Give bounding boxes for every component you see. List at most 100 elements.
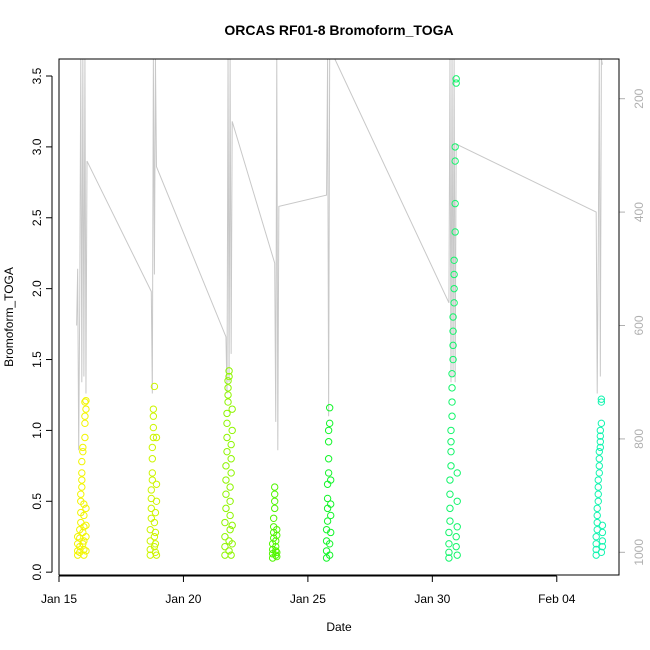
y-tick-label: 3.0 (30, 138, 44, 155)
data-point (82, 396, 90, 405)
data-point (224, 384, 232, 392)
data-point (445, 554, 453, 562)
data-point (447, 426, 455, 435)
right-axis-tick-label: 400 (632, 202, 646, 222)
data-point (226, 483, 234, 491)
data-point (81, 419, 89, 428)
data-point (325, 551, 334, 559)
data-point (447, 462, 455, 470)
data-point (447, 447, 455, 456)
data-point (327, 511, 335, 520)
data-point (273, 552, 281, 561)
data-point (596, 426, 605, 435)
data-point (79, 443, 87, 452)
data-point (228, 521, 236, 530)
data-point (269, 514, 278, 522)
data-point (224, 398, 232, 406)
right-axis-tick-label: 1000 (632, 539, 646, 566)
data-point (223, 409, 231, 418)
data-point (324, 455, 333, 463)
data-point (82, 405, 90, 413)
x-tick-label: Jan 25 (290, 592, 326, 606)
x-tick-label: Jan 15 (41, 592, 77, 606)
data-point (227, 551, 235, 559)
data-point (271, 497, 279, 505)
data-point (221, 518, 229, 527)
data-point (450, 284, 458, 293)
data-point (597, 419, 606, 428)
data-point (152, 433, 161, 442)
data-point (80, 537, 88, 545)
data-point (451, 143, 459, 151)
data-point (228, 405, 236, 413)
scatter-points (73, 75, 607, 562)
data-point (593, 504, 601, 513)
data-point (325, 419, 334, 428)
data-point (222, 490, 230, 498)
data-point (445, 540, 453, 548)
data-point (449, 327, 457, 335)
data-point (595, 455, 603, 463)
data-point (452, 533, 460, 541)
data-point (148, 469, 157, 477)
data-point (453, 523, 461, 531)
data-point (446, 504, 454, 513)
data-point (226, 525, 234, 534)
overlay-line (76, 59, 603, 451)
data-point (327, 500, 335, 508)
data-point (452, 75, 460, 83)
data-point (598, 521, 607, 530)
data-point (81, 398, 89, 406)
data-point (273, 525, 281, 534)
data-point (596, 438, 605, 446)
data-point (597, 398, 606, 406)
data-point (323, 504, 332, 513)
data-point (453, 551, 461, 559)
data-point (324, 469, 333, 477)
data-point (77, 490, 85, 498)
y-tick-label: 2.0 (30, 280, 44, 297)
data-point (223, 419, 231, 428)
data-point (152, 480, 161, 488)
data-point (453, 469, 461, 477)
data-point (81, 433, 89, 442)
x-axis-label: Date (326, 620, 352, 634)
y-tick-label: 1.5 (30, 351, 44, 368)
data-point (324, 426, 333, 435)
data-point (450, 256, 458, 264)
data-point (598, 542, 607, 551)
data-point (149, 423, 158, 432)
data-point (151, 508, 160, 517)
data-point (227, 469, 235, 477)
data-point (323, 494, 332, 503)
right-axis-tick-label: 200 (632, 88, 646, 108)
data-point (272, 547, 280, 555)
axes: 0.0 0.5 1.0 1.5 2.0 2.5 3.0 3.5 Jan 15 Jan 20 Jan … (30, 67, 646, 606)
data-point (78, 469, 86, 477)
data-point (325, 540, 334, 548)
data-point (322, 547, 331, 555)
data-point (226, 497, 234, 505)
data-point (148, 455, 157, 463)
data-point (271, 504, 279, 513)
data-point (449, 341, 457, 350)
data-point (450, 270, 458, 279)
data-point (149, 433, 158, 442)
data-point (592, 533, 600, 541)
data-point (323, 480, 332, 488)
data-point (597, 548, 606, 557)
data-point (448, 398, 456, 406)
data-point (81, 412, 89, 420)
data-point (150, 518, 159, 527)
data-point (596, 443, 605, 452)
data-point (452, 542, 460, 551)
data-point (272, 542, 280, 551)
data-point (445, 548, 453, 557)
data-point (222, 504, 230, 513)
data-point (147, 486, 156, 494)
x-tick-label: Feb 04 (538, 592, 576, 606)
data-point (598, 537, 607, 545)
data-point (273, 531, 281, 540)
data-point (223, 433, 231, 442)
x-tick-label: Jan 30 (414, 592, 450, 606)
